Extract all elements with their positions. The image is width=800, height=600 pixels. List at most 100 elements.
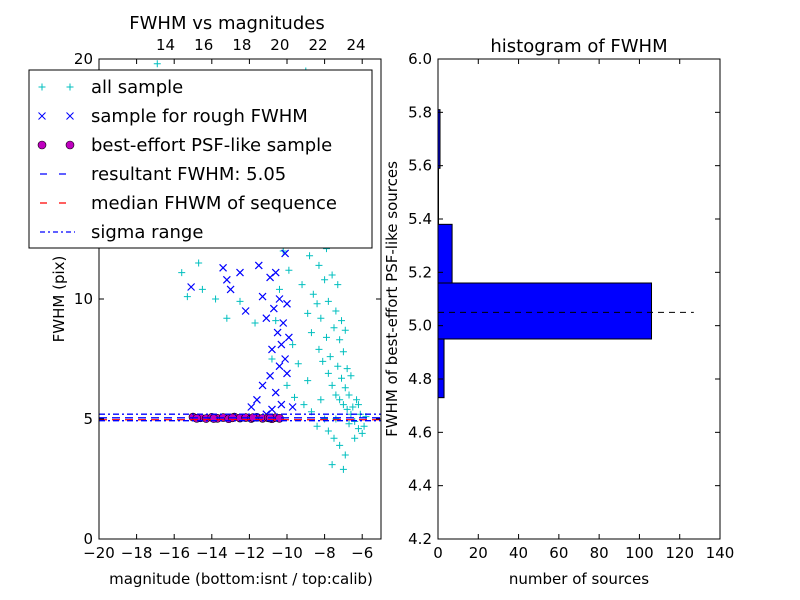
x-tick-label: 80 xyxy=(590,544,609,562)
scatter-x-ticks: −20 −18 −16 −14 −12 −10 −8 −6 xyxy=(83,59,373,562)
y-tick-label: 4.4 xyxy=(408,477,432,495)
point-rough-fwhm xyxy=(271,388,280,397)
point-all-sample xyxy=(345,391,353,399)
point-all-sample xyxy=(319,357,327,365)
point-all-sample xyxy=(339,465,347,473)
point-rough-fwhm xyxy=(241,307,250,315)
point-rough-fwhm xyxy=(222,275,231,284)
top-x-tick-label: 16 xyxy=(194,36,213,54)
y-tick-label: 20 xyxy=(74,50,93,68)
histogram-bar xyxy=(437,223,453,284)
point-all-sample xyxy=(338,317,346,325)
point-rough-fwhm xyxy=(277,340,286,349)
x-tick-label: −12 xyxy=(234,544,266,562)
point-all-sample xyxy=(341,384,349,392)
point-rough-fwhm xyxy=(277,400,286,409)
point-all-sample xyxy=(289,341,297,349)
point-all-sample xyxy=(334,281,342,289)
point-all-sample xyxy=(332,307,340,315)
y-tick-label: 5 xyxy=(83,410,93,428)
scatter-points xyxy=(153,60,370,473)
x-tick-label: −8 xyxy=(314,544,336,562)
point-all-sample xyxy=(212,295,220,303)
point-all-sample xyxy=(178,269,186,277)
y-tick-label: 5.4 xyxy=(408,210,432,228)
point-rough-fwhm xyxy=(283,369,291,378)
x-tick-label: −16 xyxy=(158,544,190,562)
point-all-sample xyxy=(360,422,368,430)
x-tick-label: −10 xyxy=(271,544,303,562)
point-rough-fwhm xyxy=(254,261,263,270)
x-tick-label: 60 xyxy=(549,544,568,562)
point-rough-fwhm xyxy=(288,403,297,411)
x-tick-label: 20 xyxy=(469,544,488,562)
point-all-sample xyxy=(315,345,323,353)
point-all-sample xyxy=(283,381,291,389)
point-all-sample xyxy=(321,276,329,284)
point-rough-fwhm xyxy=(275,295,284,303)
top-x-tick-label: 18 xyxy=(232,36,251,54)
x-tick-label: −6 xyxy=(351,544,373,562)
top-x-tick-label: 22 xyxy=(308,36,327,54)
point-all-sample xyxy=(236,297,244,305)
scatter-legend: all sample sample for rough FWHM best-effo… xyxy=(28,69,373,249)
point-rough-fwhm xyxy=(284,333,293,342)
point-rough-fwhm xyxy=(226,285,235,294)
point-all-sample xyxy=(351,417,359,425)
legend-marker-x xyxy=(66,112,74,120)
legend-marker-circle xyxy=(37,140,47,150)
point-all-sample xyxy=(338,374,346,382)
point-rough-fwhm xyxy=(262,314,271,323)
histogram-bar xyxy=(437,282,653,340)
point-all-sample xyxy=(343,405,351,413)
top-x-tick-label: 20 xyxy=(270,36,289,54)
point-all-sample xyxy=(343,365,351,373)
top-x-tick-label: 14 xyxy=(156,36,175,54)
x-tick-label: −14 xyxy=(196,544,228,562)
point-all-sample xyxy=(268,355,276,363)
point-rough-fwhm xyxy=(258,292,267,301)
point-all-sample xyxy=(324,297,332,305)
point-all-sample xyxy=(324,427,332,435)
point-all-sample xyxy=(326,353,334,361)
point-all-sample xyxy=(315,261,323,269)
point-rough-fwhm xyxy=(269,304,278,313)
point-all-sample xyxy=(313,422,321,430)
point-all-sample xyxy=(336,396,344,404)
point-rough-fwhm xyxy=(266,371,275,380)
point-all-sample xyxy=(275,285,283,293)
histogram-axes-frame xyxy=(437,58,721,540)
point-all-sample xyxy=(322,333,330,341)
legend-marker-circle xyxy=(65,140,75,150)
y-tick-label: 10 xyxy=(74,290,93,308)
point-all-sample xyxy=(195,259,203,267)
legend-box xyxy=(28,69,373,249)
legend-label: all sample xyxy=(91,77,183,98)
point-all-sample xyxy=(300,401,308,409)
y-tick-label: 0 xyxy=(83,530,93,548)
x-tick-label: 0 xyxy=(433,544,443,562)
point-rough-fwhm xyxy=(273,328,282,337)
point-all-sample xyxy=(354,425,362,433)
point-all-sample xyxy=(330,324,338,332)
y-tick-label: 5.8 xyxy=(408,103,432,121)
point-all-sample xyxy=(298,281,306,289)
point-all-sample xyxy=(345,420,353,428)
point-all-sample xyxy=(317,396,325,404)
histogram-bars xyxy=(437,109,653,399)
point-rough-fwhm xyxy=(281,249,290,258)
scatter-panel: FWHM vs magnitudes −20 −18 −16 −14 −12 −10 −8−… xyxy=(28,13,382,588)
histogram-panel: histogram of FWHM 0 20 40 60 80 100 120 140 4.2… xyxy=(383,36,734,588)
top-x-tick-label: 24 xyxy=(346,36,365,54)
point-all-sample xyxy=(306,252,314,260)
scatter-top-x-ticks: 14 16 18 20 22 24 xyxy=(156,36,366,54)
point-all-sample xyxy=(285,266,293,274)
point-all-sample xyxy=(334,362,342,370)
point-all-sample xyxy=(339,401,347,409)
x-tick-label: 140 xyxy=(706,544,735,562)
point-rough-fwhm xyxy=(279,319,288,327)
point-all-sample xyxy=(354,401,362,409)
point-rough-fwhm xyxy=(268,345,276,354)
legend-label: sigma range xyxy=(91,222,203,243)
